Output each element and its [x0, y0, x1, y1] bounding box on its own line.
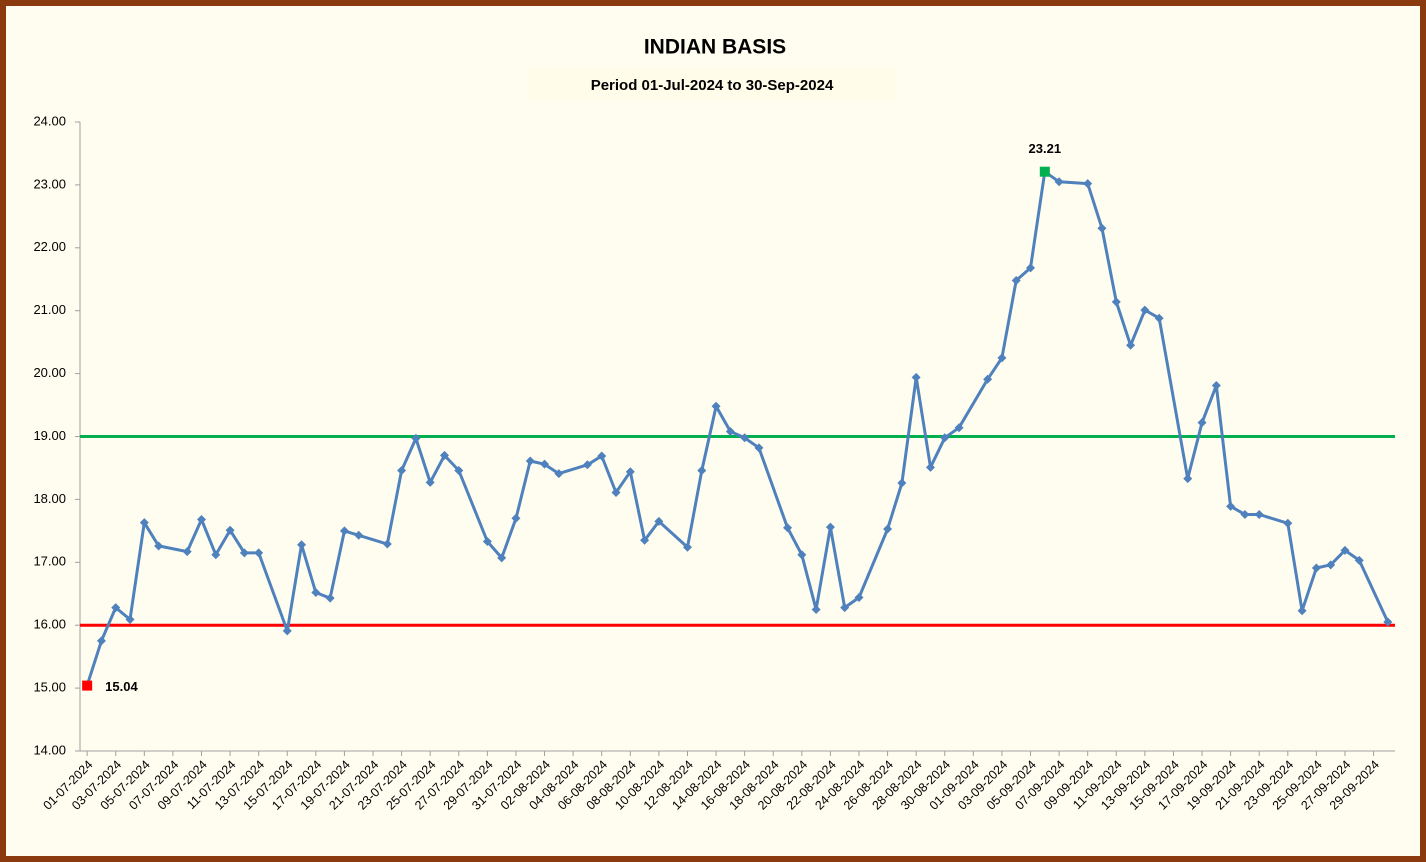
data-point — [1197, 418, 1207, 428]
data-point — [554, 469, 564, 479]
data-point — [111, 603, 121, 613]
data-point — [397, 465, 407, 475]
data-point — [640, 535, 650, 545]
data-point — [1026, 263, 1036, 273]
data-point — [1097, 223, 1107, 233]
data-point — [325, 593, 335, 603]
data-point — [611, 487, 621, 497]
min-marker — [82, 680, 93, 691]
data-point — [211, 550, 221, 560]
data-point — [1311, 563, 1321, 573]
data-point — [1183, 474, 1193, 484]
data-point — [1354, 555, 1364, 565]
data-point — [196, 515, 206, 525]
data-point — [525, 456, 535, 466]
data-point — [1211, 381, 1221, 391]
data-point — [182, 547, 192, 557]
data-point — [797, 550, 807, 560]
data-point — [954, 423, 964, 433]
data-point — [1054, 177, 1064, 187]
data-point — [1283, 518, 1293, 528]
data-point — [897, 478, 907, 488]
data-point — [597, 451, 607, 461]
data-point — [1340, 545, 1350, 555]
data-point — [754, 443, 764, 453]
subtitle-box — [528, 67, 896, 101]
data-point — [282, 626, 292, 636]
data-point — [1254, 509, 1264, 519]
data-point — [740, 433, 750, 443]
data-point — [425, 477, 435, 487]
y-tick-label: 19.00 — [33, 428, 66, 443]
y-tick-label: 18.00 — [33, 491, 66, 506]
data-line — [85, 170, 1390, 687]
data-point — [940, 433, 950, 443]
y-tick-label: 24.00 — [33, 113, 66, 128]
data-point — [382, 539, 392, 549]
data-point — [811, 604, 821, 614]
y-tick-label: 14.00 — [33, 742, 66, 757]
data-point — [654, 516, 664, 526]
data-point — [925, 462, 935, 472]
data-point — [1140, 305, 1150, 315]
data-point — [997, 353, 1007, 363]
max-marker-label: 23.21 — [1029, 141, 1062, 156]
y-tick-label: 22.00 — [33, 239, 66, 254]
data-point — [411, 433, 421, 443]
data-point — [582, 460, 592, 470]
y-tick-label: 20.00 — [33, 365, 66, 380]
data-point — [625, 467, 635, 477]
data-point — [1083, 179, 1093, 189]
y-tick-label: 15.00 — [33, 680, 66, 695]
data-point — [983, 374, 993, 384]
data-point — [1240, 509, 1250, 519]
data-point — [825, 522, 835, 532]
data-point — [297, 540, 307, 550]
data-point — [154, 541, 164, 551]
data-point — [354, 530, 364, 540]
data-point — [511, 513, 521, 523]
data-point — [339, 526, 349, 536]
data-point — [482, 537, 492, 547]
y-tick-label: 17.00 — [33, 554, 66, 569]
data-point — [711, 401, 721, 411]
data-point — [1383, 617, 1393, 627]
data-point — [254, 548, 264, 558]
data-point — [225, 525, 235, 535]
y-tick-label: 21.00 — [33, 302, 66, 317]
data-point — [783, 523, 793, 533]
data-point — [439, 450, 449, 460]
chart-subtitle: Period 01-Jul-2024 to 30-Sep-2024 — [591, 77, 834, 94]
data-point — [239, 548, 249, 558]
chart-title: INDIAN BASIS — [644, 36, 786, 59]
data-point — [125, 615, 135, 625]
data-point — [1111, 297, 1121, 307]
data-point — [1226, 501, 1236, 511]
data-point — [725, 426, 735, 436]
min-marker-label: 15.04 — [105, 679, 138, 694]
data-point — [1011, 276, 1021, 286]
data-point — [311, 587, 321, 597]
data-point — [911, 372, 921, 382]
data-point — [697, 465, 707, 475]
data-point — [1297, 606, 1307, 616]
data-point — [854, 593, 864, 603]
y-tick-label: 23.00 — [33, 176, 66, 191]
data-point — [497, 553, 507, 563]
max-marker — [1039, 166, 1050, 177]
data-point — [1326, 560, 1336, 570]
data-point — [454, 465, 464, 475]
data-point — [96, 636, 106, 646]
data-point — [540, 459, 550, 469]
data-point — [840, 603, 850, 613]
data-point — [1126, 340, 1136, 350]
data-point — [682, 542, 692, 552]
y-tick-label: 16.00 — [33, 617, 66, 632]
data-point — [1154, 313, 1164, 323]
data-point — [883, 524, 893, 534]
data-point — [139, 518, 149, 528]
